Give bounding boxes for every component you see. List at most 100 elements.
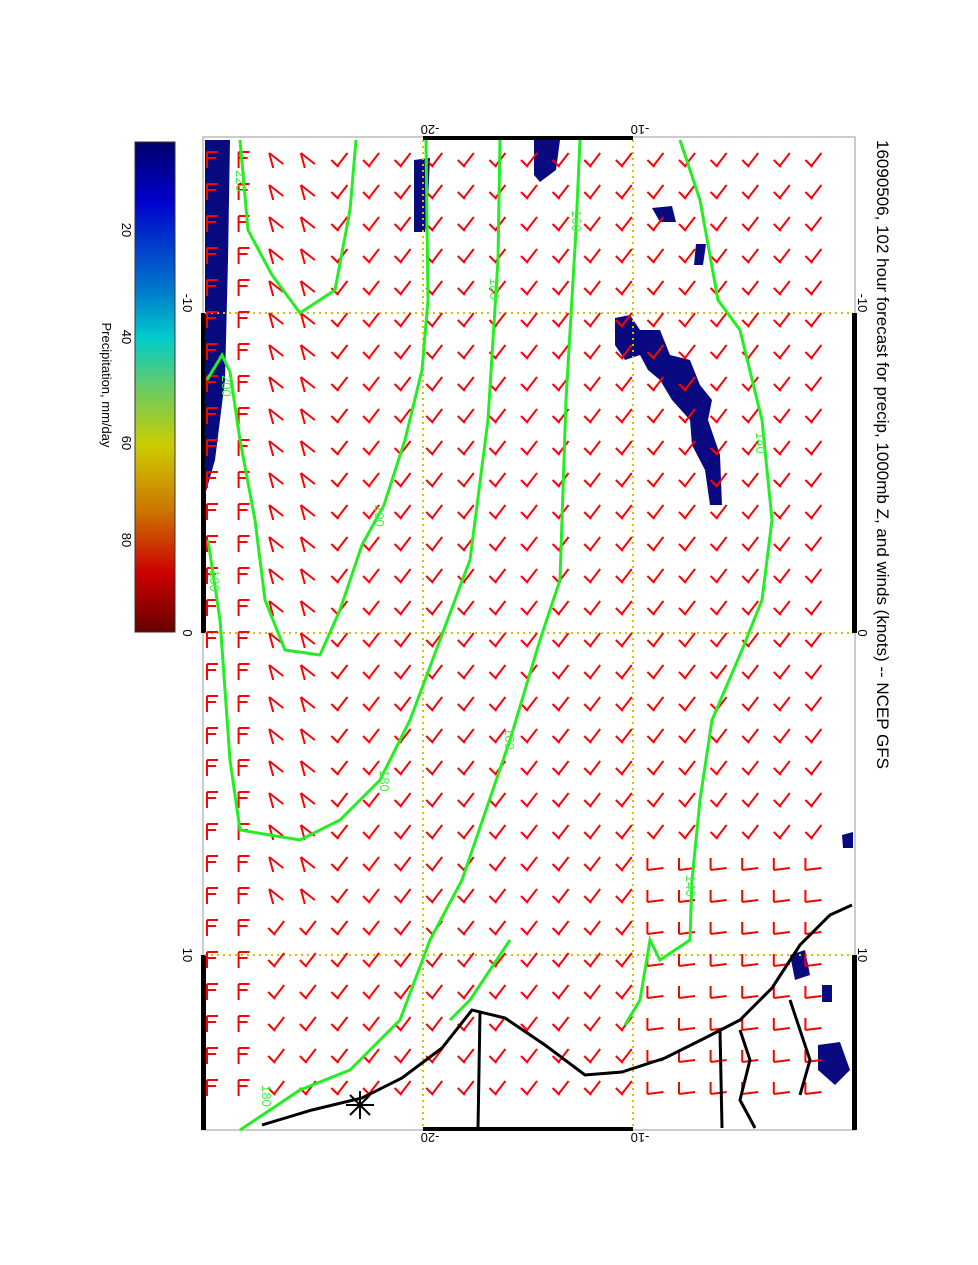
wind-barb <box>709 216 728 232</box>
wind-barb <box>268 856 284 873</box>
wind-barb <box>268 312 284 329</box>
wind-barb <box>773 696 791 712</box>
wind-barb <box>709 728 728 744</box>
wind-barb <box>646 1018 664 1031</box>
wind-barb <box>709 376 728 392</box>
wind-barb <box>678 600 696 616</box>
wind-barb <box>206 279 218 296</box>
wind-barb <box>457 1080 475 1096</box>
wind-barb <box>773 792 791 808</box>
wind-barb <box>393 408 412 424</box>
wind-barb <box>362 440 380 456</box>
wind-barb <box>362 344 380 360</box>
wind-barb <box>741 280 759 296</box>
wind-barb <box>425 184 443 200</box>
wind-barb <box>299 664 316 681</box>
wind-barb <box>678 664 696 680</box>
wind-barb <box>741 890 759 903</box>
wind-barb <box>299 248 316 265</box>
wind-barb <box>583 184 601 200</box>
wind-barb <box>520 1016 538 1032</box>
wind-barb <box>393 472 412 488</box>
wind-barb <box>773 664 791 680</box>
wind-barb <box>709 408 728 424</box>
wind-barb <box>206 1015 218 1032</box>
wind-barb <box>393 984 412 1000</box>
wind-barb <box>237 663 250 680</box>
wind-barb <box>488 888 507 904</box>
wind-barb <box>804 184 823 200</box>
wind-barb <box>773 344 791 360</box>
wind-barb <box>330 1048 349 1064</box>
wind-barb <box>299 312 316 329</box>
lon-label-right: 10 <box>855 948 870 962</box>
wind-barb <box>804 986 822 999</box>
wind-barb <box>615 632 633 648</box>
wind-barb <box>425 600 443 616</box>
wind-barb <box>520 152 538 168</box>
wind-barb <box>772 922 790 935</box>
wind-barb <box>583 312 601 328</box>
wind-barb <box>804 376 823 392</box>
wind-barb <box>583 376 601 392</box>
wind-barb <box>773 568 791 584</box>
wind-barb <box>551 152 570 168</box>
wind-barb <box>615 824 633 840</box>
wind-barb <box>488 536 507 552</box>
wind-barb <box>520 888 538 904</box>
wind-barb <box>551 696 570 712</box>
wind-barb <box>773 152 791 168</box>
wind-barb <box>741 248 759 264</box>
wind-barb <box>457 280 475 296</box>
wind-barb <box>583 824 601 840</box>
wind-barb <box>268 536 284 553</box>
wind-barb <box>678 408 696 424</box>
wind-barb <box>551 1016 570 1032</box>
wind-barb <box>551 728 570 744</box>
wind-barb <box>646 312 665 328</box>
wind-barb <box>206 439 218 456</box>
wind-barb <box>488 632 507 648</box>
wind-barb <box>551 1048 570 1064</box>
wind-barb <box>741 696 759 712</box>
wind-barb <box>425 344 443 360</box>
wind-barb <box>804 760 823 776</box>
wind-barb <box>362 856 380 872</box>
wind-barb <box>206 855 218 872</box>
wind-barb <box>804 664 823 680</box>
wind-barb <box>772 858 790 871</box>
wind-barb <box>646 696 665 712</box>
wind-barb <box>362 920 380 936</box>
wind-barb <box>615 1048 633 1064</box>
wind-barb <box>237 535 250 552</box>
wind-barb <box>678 1018 696 1031</box>
wind-barb <box>804 954 822 967</box>
wind-barb <box>678 986 696 999</box>
wind-barb <box>773 824 791 840</box>
contour-140 <box>623 139 774 1026</box>
wind-barb <box>362 536 380 552</box>
wind-barb <box>206 631 218 648</box>
wind-barb <box>773 216 791 232</box>
wind-barb <box>268 216 284 233</box>
wind-barb <box>646 248 665 264</box>
lat-label-top: -20 <box>421 122 440 137</box>
wind-barb <box>741 472 759 488</box>
colorbar-tick: 40 <box>119 330 134 344</box>
wind-barb <box>583 888 601 904</box>
wind-barb <box>678 954 696 967</box>
wind-barb <box>741 824 759 840</box>
wind-barb <box>362 248 380 264</box>
wind-barb <box>268 664 284 681</box>
wind-barb <box>362 1048 380 1064</box>
wind-barb <box>646 728 665 744</box>
wind-barb <box>237 567 250 584</box>
wind-barb <box>583 632 601 648</box>
wind-barb <box>646 858 664 871</box>
wind-barb <box>330 984 349 1000</box>
wind-barb <box>425 696 443 712</box>
wind-barb <box>520 568 538 584</box>
wind-barb <box>741 728 759 744</box>
wind-barb <box>206 1047 218 1064</box>
wind-barb <box>551 664 570 680</box>
